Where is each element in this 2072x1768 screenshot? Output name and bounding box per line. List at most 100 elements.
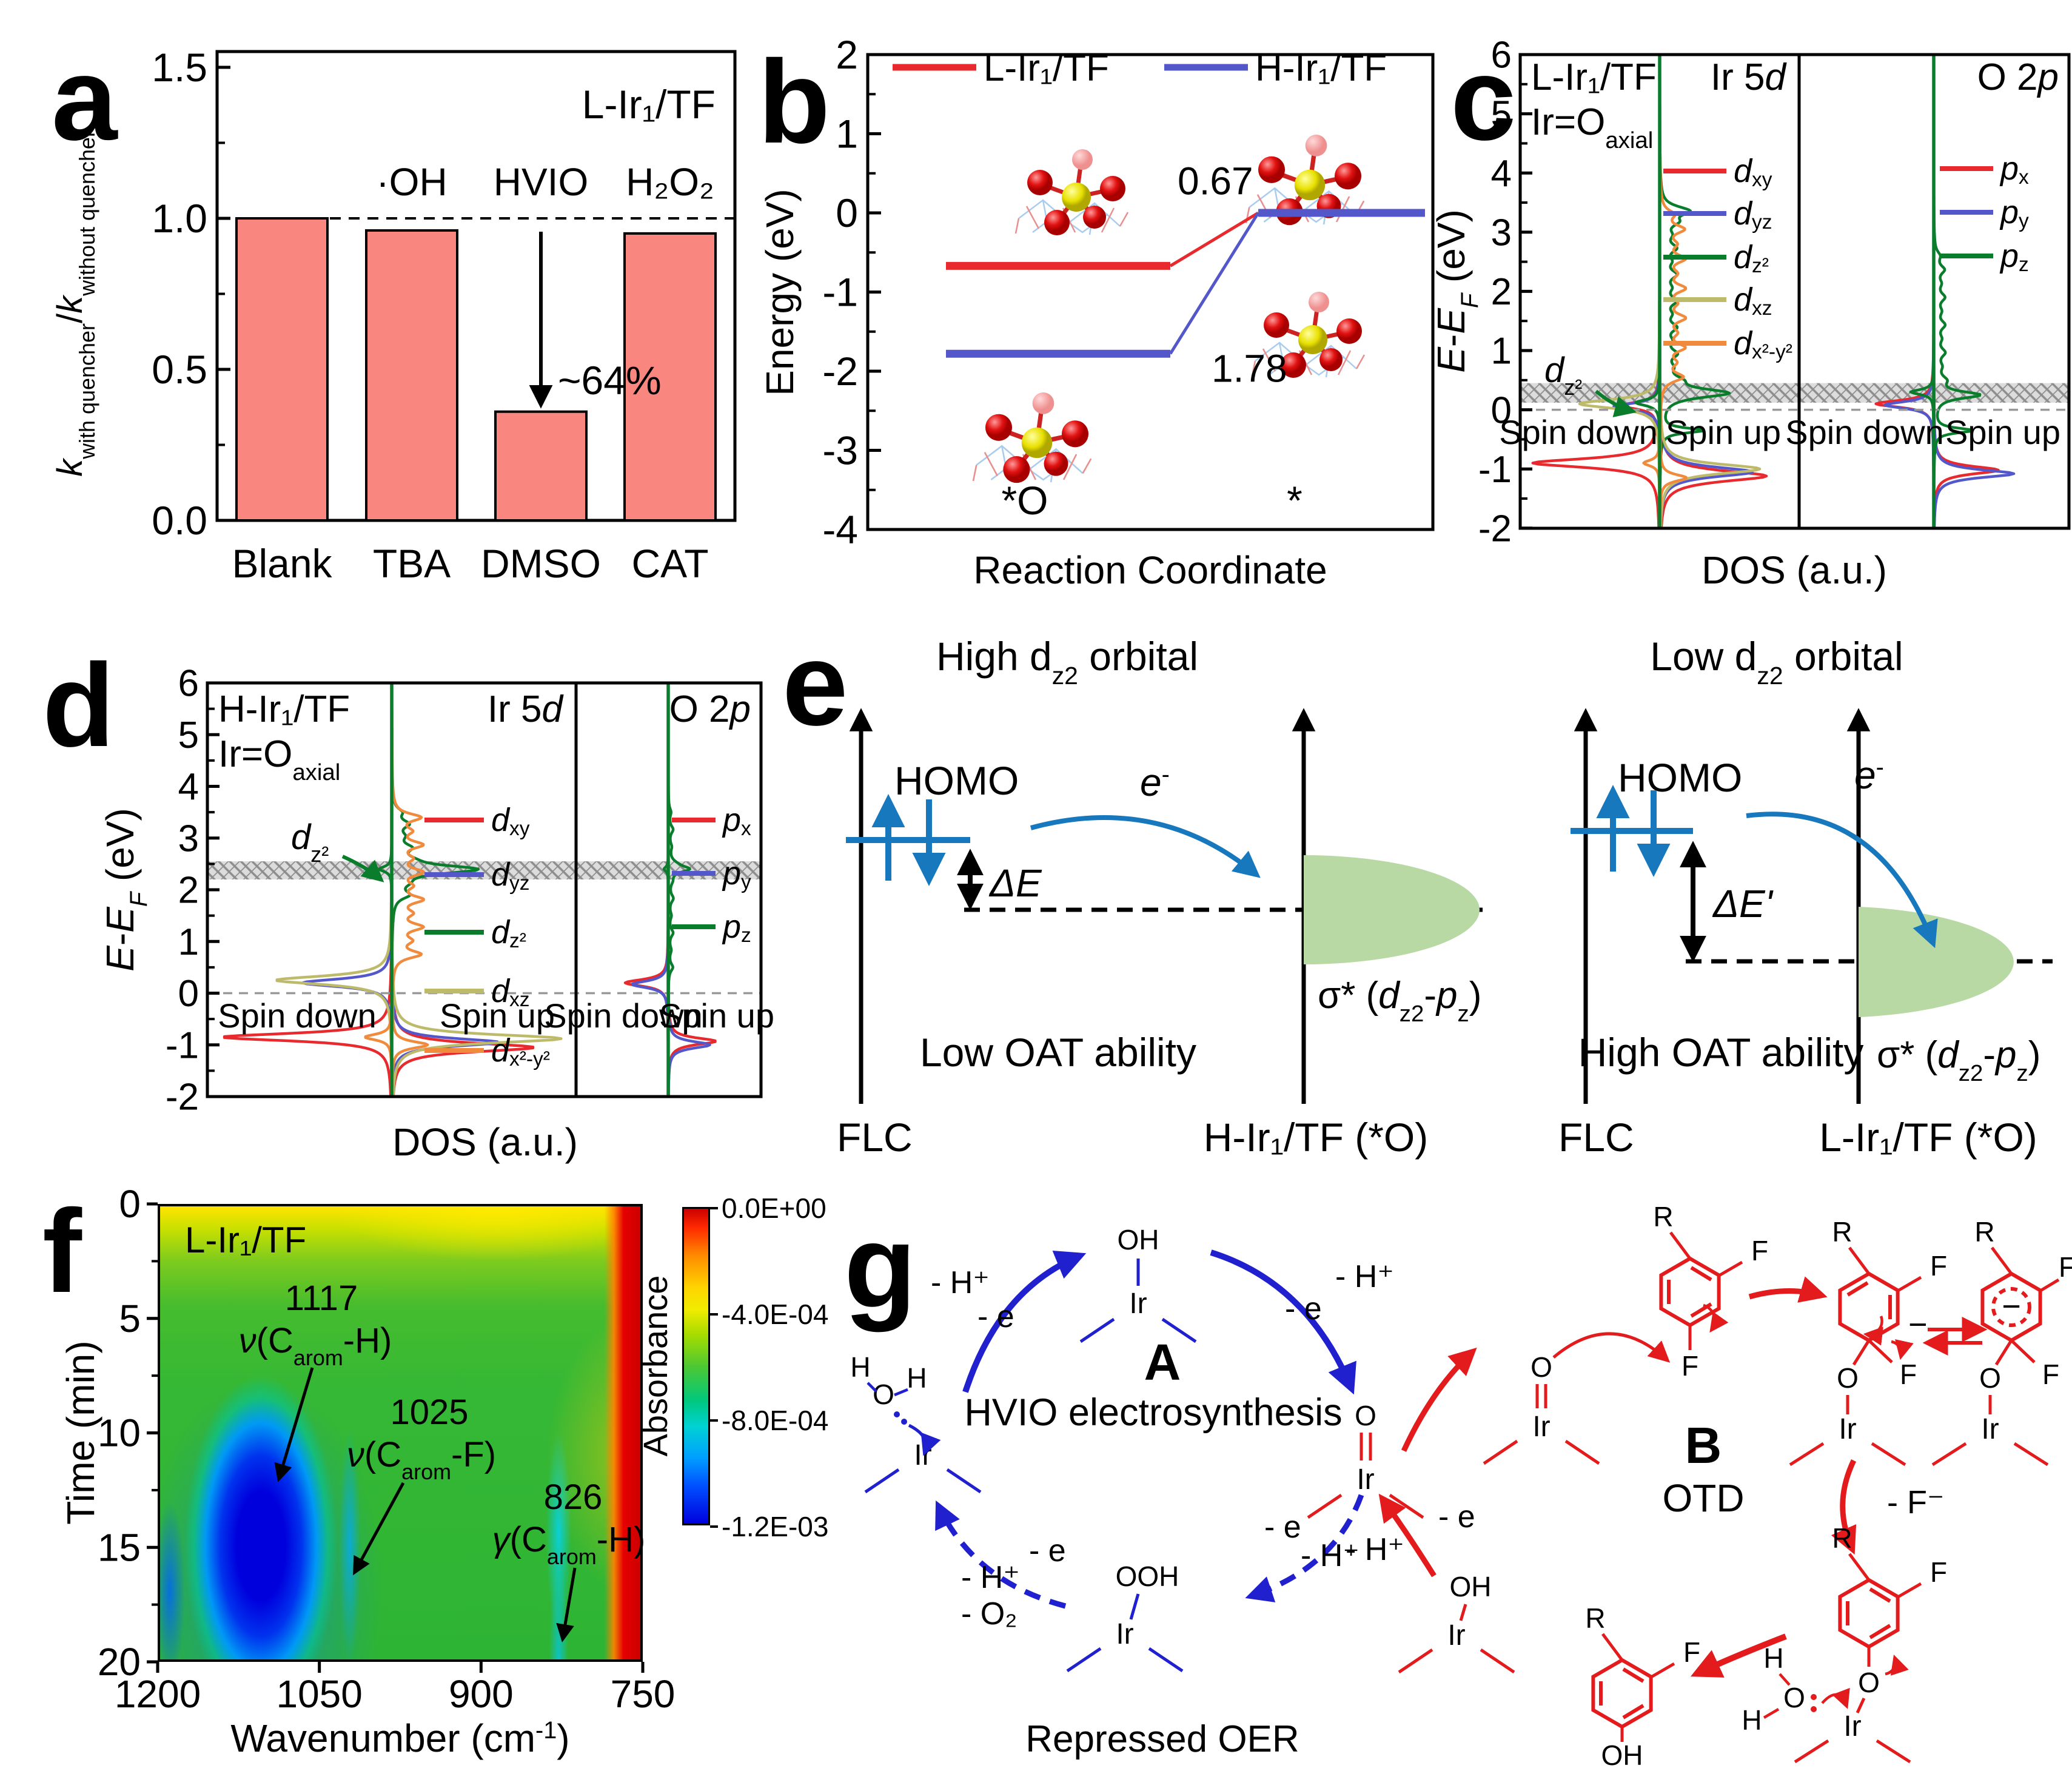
tick-label: 3 <box>1491 212 1512 254</box>
step-label: - e <box>1029 1533 1066 1568</box>
ir-atom: Ir <box>1981 1413 1999 1445</box>
tick-label: 1 <box>178 921 199 963</box>
water-h: H <box>1763 1642 1783 1674</box>
fluoride-loss-label: - F⁻ <box>1887 1484 1944 1521</box>
panel-letter-d: d <box>42 639 115 771</box>
water-h: H <box>1742 1704 1762 1736</box>
state-label-o: *O <box>1001 478 1048 523</box>
ticks-group: 6 5 4 3 2 1 0 -1 -2 <box>166 663 220 1118</box>
oat-ability-label: High OAT ability <box>1578 1030 1864 1075</box>
dos-curve-O2p-pz-down <box>1909 54 1936 529</box>
cycle-b-title: OTD <box>1662 1476 1744 1520</box>
delta-e-label: ΔE <box>988 861 1042 905</box>
quencher-label-hvio: HVIO <box>494 160 588 204</box>
tick-label: -2 <box>166 1077 199 1118</box>
otd-cycle: O Ir OH Ir - e - H⁺ O Ir R F F R <box>1307 1201 2072 1768</box>
panel-e: e High dz2 orbital HOMO ΔE e- σ* (dz2-pz… <box>782 618 2053 1160</box>
drop-annotation: ~64% <box>558 358 662 403</box>
tick-label: -2 <box>1478 508 1512 550</box>
tick-label: 1 <box>836 112 858 156</box>
barrier-label-L-Ir₁/TF: 0.67 <box>1178 159 1253 203</box>
negative-charge: − <box>1908 1306 1928 1343</box>
panel-letter-b: b <box>758 36 830 168</box>
axis-label-flc: FLC <box>1558 1115 1634 1160</box>
delta-e-label: ΔE' <box>1712 882 1774 926</box>
legend-label-dx2y2: dx²-y² <box>1734 325 1792 363</box>
legend-label-h-ir1-tf: H-Ir₁/TF <box>1255 47 1387 89</box>
substituent-r: R <box>1653 1201 1673 1232</box>
y-axis-label: Time (min) <box>59 1340 102 1524</box>
water-attack-arrow <box>908 1423 941 1456</box>
legend-label-dz2: dz² <box>491 914 526 952</box>
cyclohexadienyl-ring <box>1840 1274 1897 1340</box>
electron-push-arrow <box>1891 1339 1914 1360</box>
transition-H-Ir₁/TF <box>1168 212 1260 355</box>
bridge-o: O <box>1979 1362 2001 1394</box>
ticks-group: 2 1 0 -1 -2 -3 -4 <box>822 32 881 552</box>
ir-atom: Ir <box>1447 1619 1465 1652</box>
transition-L-Ir₁/TF <box>1169 211 1259 267</box>
tick-label: 0 <box>836 190 858 235</box>
step-label: - H⁺ <box>931 1265 990 1300</box>
panel-letter-e: e <box>782 618 848 750</box>
dos-curve-O2p-px-up <box>1932 54 2000 529</box>
bond-label: Ir=Oaxial <box>1531 101 1653 153</box>
spin-up-label: Spin up <box>1945 413 2060 451</box>
y-axis-label: E-EF (eV) <box>1429 209 1483 373</box>
energy-levels-group: 0.67 1.78 <box>946 159 1425 390</box>
aryloxy-ring <box>1840 1580 1897 1647</box>
product-arrow <box>1690 1633 1787 1678</box>
tick-label: 2 <box>178 870 199 912</box>
tick-label: 5 <box>178 714 199 756</box>
dos-curve-Ir5d-dyz-down <box>1612 54 1661 529</box>
tick-label: 1.5 <box>152 45 207 90</box>
substituent-oh: OH <box>1601 1739 1643 1768</box>
colorbar-ticks: 0.0E+00 -4.0E-04 -8.0E-04 -1.2E-03 <box>710 1192 828 1542</box>
step-arrow-bottom-left <box>935 1500 1067 1609</box>
panel-letter-f: f <box>42 1185 82 1317</box>
sample-label: H-Ir₁/TF <box>218 688 350 730</box>
oxo-o: O <box>1531 1351 1552 1383</box>
subpanel-title-ir5d: Ir 5d <box>488 688 565 730</box>
panel-d: d 6 5 4 3 2 1 0 -1 -2 H-Ir₁/TF Ir=Oaxial Ir 5d O… <box>42 639 774 1164</box>
bar-blank <box>235 217 329 522</box>
substituent-r: R <box>1832 1216 1852 1248</box>
sigma-star-orbital-lobe <box>1304 855 1480 964</box>
step-label: - e <box>1285 1291 1322 1326</box>
tick-label: 0 <box>1491 389 1512 431</box>
peak-arrow-1117 <box>274 1367 314 1482</box>
sample-label: L-Ir₁/TF <box>582 82 716 127</box>
spin-up-label: Spin up <box>659 997 774 1035</box>
panel-letter-a: a <box>52 33 118 165</box>
panel-letter-c: c <box>1450 33 1516 165</box>
electron-push-arrow <box>1885 1655 1909 1676</box>
tick-label: 15 <box>98 1525 141 1569</box>
step-label: - O₂ <box>961 1596 1017 1632</box>
ftir-heatmap <box>158 1204 643 1662</box>
tick-label: -4 <box>822 507 858 552</box>
electron-label: e- <box>1854 753 1884 797</box>
tick-label: 0 <box>119 1182 141 1226</box>
tick-label: 750 <box>611 1672 676 1716</box>
ir-atom: Ir <box>1532 1411 1550 1443</box>
diagram-title: Low dz2 orbital <box>1650 634 1903 690</box>
tick-label: 20 <box>98 1640 141 1684</box>
panel-f: f 1200 1050 900 750 0 5 10 15 20 L-Ir₁/TF 1117 ν… <box>36 1182 828 1768</box>
panel-letter-g: g <box>844 1200 916 1333</box>
x-axis-label: Reaction Coordinate <box>973 548 1327 592</box>
substituent-f: F <box>1930 1556 1947 1588</box>
legend-label-dx2y2: dx²-y² <box>491 1032 550 1071</box>
y-axis-label: E-EF (eV) <box>98 808 152 972</box>
colorbar-title: Absorbance <box>636 1276 674 1457</box>
sample-label: L-Ir₁/TF <box>185 1220 306 1260</box>
quencher-label-oh: ·OH <box>376 160 447 204</box>
water-attack-arrow <box>1821 1687 1850 1709</box>
dos-curve-Ir5d-dx2y2-down <box>1642 54 1661 529</box>
tick-label: 1 <box>1491 331 1512 372</box>
legend-o2p: px py pz <box>1940 150 2029 276</box>
homo-label: HOMO <box>1618 755 1742 800</box>
tick-label: 5 <box>119 1297 141 1340</box>
substituent-f: F <box>2059 1251 2072 1283</box>
electron-transfer-arrow <box>1746 812 1938 949</box>
tick-label: -2 <box>822 349 858 394</box>
